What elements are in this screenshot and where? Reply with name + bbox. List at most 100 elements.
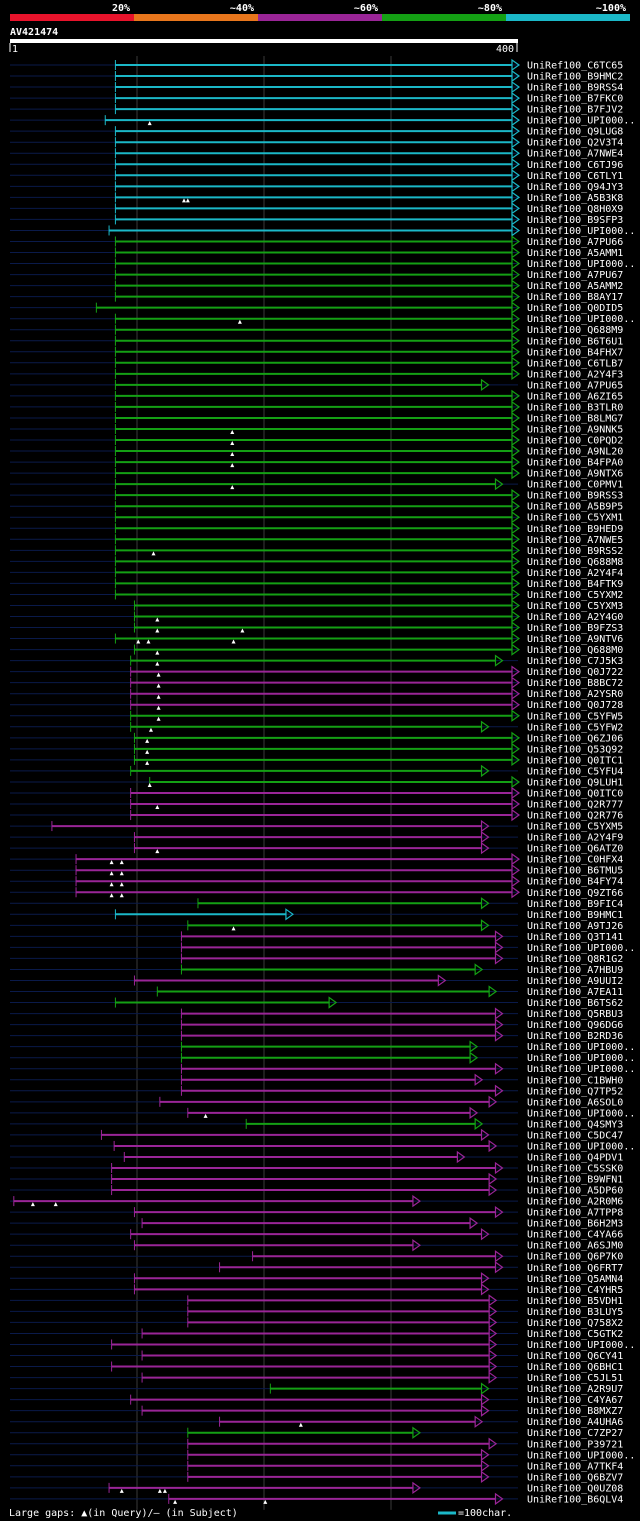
hit-row: UniRef100_A5AMM2 [10,279,623,292]
hit-arrow [511,125,521,138]
hit-arrow [474,963,484,976]
hit-arrow [494,1062,504,1075]
hit-row: UniRef100_B5VDH1 [10,1294,623,1307]
hit-row: UniRef100_UPI000.. [10,1338,635,1351]
hit-arrow [494,1205,504,1219]
hit-row: UniRef100_A7HBU9 [10,963,623,976]
hit-row: UniRef100_Q688M8 [10,555,623,568]
hit-label: UniRef100_Q5RBU3 [527,1009,623,1020]
hit-arrow [488,1294,498,1307]
identity-legend: 20% ~40% ~60% ~80% ~100% [10,3,630,21]
hit-row: UniRef100_C6TLY1 [10,169,623,182]
hit-arrow [511,58,521,72]
hit-row: UniRef100_Q6CY41 [10,1349,623,1362]
hit-arrow [511,290,521,303]
gap-marker [119,871,124,876]
hit-label: UniRef100_Q2R776 [527,811,623,822]
hit-arrow [511,555,521,568]
hit-row: UniRef100_B7FKC0 [10,91,623,105]
hit-arrow [511,69,521,83]
hit-row: UniRef100_C5YXM2 [10,588,623,601]
hit-arrow [511,389,521,403]
hit-label: UniRef100_A7PU67 [527,270,623,281]
hit-label: UniRef100_B6QLV4 [527,1494,623,1505]
hit-row: UniRef100_A7PU66 [10,235,623,248]
legend-label-4: ~100% [596,3,626,14]
hit-row: UniRef100_Q758X2 [10,1316,623,1329]
hit-label: UniRef100_A6ZI65 [527,391,623,402]
hit-row: UniRef100_B8AY17 [10,290,623,303]
hit-row: UniRef100_Q0UZ08 [10,1481,623,1494]
hit-arrow [511,533,521,546]
hit-label: UniRef100_B9SFP3 [527,215,623,226]
hit-row: UniRef100_B9HED9 [10,522,623,535]
hit-arrow [511,433,521,447]
hit-row: UniRef100_A5AMM1 [10,246,623,259]
hit-arrow [511,213,521,226]
hit-label: UniRef100_A9NL20 [527,447,623,458]
hit-arrow [488,1183,498,1197]
hit-row: UniRef100_UPI000.. [10,113,635,127]
hit-arrow [511,91,521,105]
gap-marker [263,1499,268,1504]
hit-label: UniRef100_Q6BHC1 [527,1362,623,1373]
hit-label: UniRef100_A9NTX6 [527,469,623,480]
hit-row: UniRef100_C4YA67 [10,1393,623,1406]
gap-marker [230,441,235,446]
hit-row: UniRef100_Q2V3T4 [10,136,623,149]
hit-arrow [480,1470,490,1484]
hit-arrow [494,1029,504,1042]
hit-label: UniRef100_B6T6U1 [527,336,623,347]
hit-label: UniRef100_A7HBU9 [527,965,623,976]
gap-marker [231,639,236,644]
hit-arrow [511,610,521,623]
hit-arrow [511,356,521,369]
hit-row: UniRef100_A9NL20 [10,444,623,458]
hit-arrow [480,1448,490,1461]
hit-label: UniRef100_B4FY74 [527,877,623,888]
hit-row: UniRef100_Q0J722 [10,665,623,678]
hit-arrow [494,1161,504,1175]
hit-arrow [511,191,521,204]
hit-arrow [511,455,521,469]
hit-label: UniRef100_A5B3K8 [527,193,623,204]
hit-row: UniRef100_Q53Q92 [10,742,623,755]
legend-swatch-2 [258,14,382,21]
hit-arrow [412,1426,421,1439]
hit-label: UniRef100_B9RSS4 [527,83,623,94]
hit-arrow [511,158,521,171]
hit-row: UniRef100_A9TJ26 [10,919,623,932]
hit-arrow [511,312,521,325]
hit-arrow [511,808,521,822]
hit-row: UniRef100_A5B9P5 [10,500,623,513]
hit-row: UniRef100_A5DP60 [10,1183,623,1197]
hit-row: UniRef100_A7TPP8 [10,1205,623,1219]
hit-label: UniRef100_B5VDH1 [527,1296,623,1307]
hit-row: UniRef100_C5SSK0 [10,1161,623,1175]
hit-row: UniRef100_A7EA11 [10,985,623,998]
hit-label: UniRef100_Q9LUG8 [527,127,623,138]
hit-row: UniRef100_B9RSS4 [10,80,623,94]
hit-label: UniRef100_UPI000.. [527,943,635,954]
hit-arrow [511,775,521,789]
hit-label: UniRef100_UPI000.. [527,116,635,127]
hit-label: UniRef100_A5DP60 [527,1186,623,1197]
hit-row: UniRef100_Q688M0 [10,643,623,656]
hit-arrow [494,1250,504,1263]
hit-arrow [412,1194,421,1208]
hit-label: UniRef100_UPI000.. [527,314,635,325]
hit-arrow [511,864,521,877]
hit-label: UniRef100_A7TPP8 [527,1208,623,1219]
hit-row: UniRef100_Q6ATZ0 [10,841,623,855]
hit-label: UniRef100_B9WFN1 [527,1175,623,1186]
hit-label: UniRef100_Q5AMN4 [527,1274,623,1285]
hit-label: UniRef100_B9FIC4 [527,899,623,910]
hit-row: UniRef100_Q9LUG8 [10,125,623,138]
hit-arrow [480,720,490,733]
hit-row: UniRef100_A2Y4F3 [10,367,623,380]
hit-row: UniRef100_Q9ZT66 [10,886,623,899]
gap-marker [230,429,235,434]
hit-row: UniRef100_C6TC65 [10,58,623,72]
gap-marker [145,749,150,754]
hit-label: UniRef100_A9NTV6 [527,634,623,645]
